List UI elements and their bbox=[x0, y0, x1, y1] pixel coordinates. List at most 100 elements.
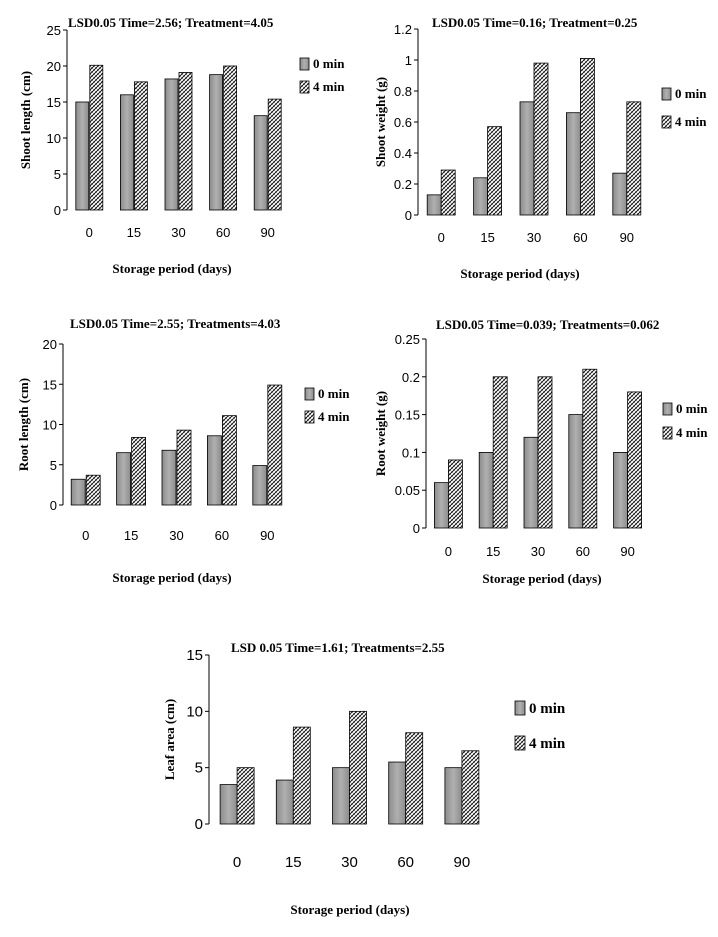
bar-series-4min-15 bbox=[133, 81, 148, 211]
y-tick-label: 10 bbox=[47, 131, 61, 146]
legend-swatch bbox=[662, 402, 673, 416]
bar-series-0min-15 bbox=[120, 94, 134, 211]
x-tick-label: 90 bbox=[454, 854, 471, 871]
bar-series-0min-15 bbox=[116, 452, 131, 506]
bar-series-0min-90 bbox=[444, 767, 463, 825]
y-tick-label: 20 bbox=[47, 59, 61, 74]
bar-series-4min-90 bbox=[461, 750, 480, 825]
legend-label: 0 min bbox=[675, 86, 707, 101]
bar-series-0min-15 bbox=[473, 177, 489, 216]
x-tick-label: 0 bbox=[438, 230, 445, 245]
x-tick-label: 15 bbox=[285, 854, 302, 871]
bar-series-0min-60 bbox=[388, 761, 407, 825]
legend-swatch bbox=[661, 115, 672, 129]
x-tick-label: 30 bbox=[169, 528, 183, 543]
y-tick-label: 0.1 bbox=[402, 445, 420, 460]
bar-series-4min-60 bbox=[580, 58, 595, 216]
bar-series-0min-0 bbox=[426, 194, 442, 216]
bar-series-0min-90 bbox=[613, 451, 628, 529]
y-axis-label: Root weight (g) bbox=[373, 391, 388, 476]
bar-series-4min-15 bbox=[492, 376, 508, 529]
y-tick-label: 0 bbox=[405, 208, 412, 223]
y-tick-label: 0.6 bbox=[394, 115, 412, 130]
chart-3: LSD0.05 Time=2.55; Treatments=4.03 0 5 10 15… bbox=[16, 316, 350, 585]
x-tick-label: 60 bbox=[215, 528, 229, 543]
bar-series-0min-90 bbox=[612, 172, 628, 216]
bar-series-4min-90 bbox=[267, 384, 283, 506]
y-tick-label: 25 bbox=[47, 23, 61, 38]
legend-swatch bbox=[662, 426, 673, 440]
y-tick-label: 0.2 bbox=[394, 177, 412, 192]
legend: 0 min 4 min bbox=[514, 700, 566, 752]
legend-label: 4 min bbox=[676, 425, 708, 440]
x-tick-label: 30 bbox=[341, 854, 358, 871]
x-axis-label: Storage period (days) bbox=[112, 261, 231, 276]
chart-5: LSD 0.05 Time=1.61; Treatments=2.55 0 5 10 1… bbox=[162, 640, 566, 917]
x-tick-label: 15 bbox=[486, 544, 500, 559]
bar-series-0min-15 bbox=[275, 779, 294, 825]
x-tick-label: 0 bbox=[233, 854, 241, 871]
bar-series-4min-30 bbox=[537, 376, 553, 529]
legend: 0 min 4 min bbox=[299, 56, 345, 94]
bar-series-0min-15 bbox=[478, 451, 494, 529]
chart-2: LSD0.05 Time=0.16; Treatment=0.25 0 0.2 0.4… bbox=[373, 15, 707, 281]
bar-series-0min-30 bbox=[519, 101, 535, 216]
y-tick-label: 10 bbox=[186, 703, 203, 720]
bar-series-0min-60 bbox=[566, 112, 581, 216]
y-tick-label: 10 bbox=[43, 418, 57, 433]
bar-series-4min-0 bbox=[85, 474, 101, 506]
y-tick-label: 0 bbox=[413, 521, 420, 536]
bar-series-0min-0 bbox=[433, 482, 449, 529]
x-tick-label: 15 bbox=[127, 225, 141, 240]
x-tick-label: 90 bbox=[620, 544, 634, 559]
y-tick-label: 5 bbox=[50, 458, 57, 473]
y-tick-label: 0 bbox=[50, 498, 57, 513]
y-axis-label: Root length (cm) bbox=[16, 378, 31, 471]
y-axis-label: Shoot weight (g) bbox=[373, 77, 388, 167]
x-tick-label: 15 bbox=[124, 528, 138, 543]
bar-series-0min-60 bbox=[568, 414, 584, 529]
bar-series-0min-90 bbox=[253, 115, 268, 211]
bar-series-4min-15 bbox=[131, 436, 147, 506]
bar-series-4min-30 bbox=[533, 62, 549, 216]
legend: 0 min 4 min bbox=[662, 401, 708, 440]
bar-series-4min-90 bbox=[627, 391, 642, 529]
bar-series-0min-30 bbox=[523, 436, 539, 529]
x-tick-label: 0 bbox=[445, 544, 452, 559]
bar-series-0min-60 bbox=[206, 435, 222, 506]
x-tick-label: 90 bbox=[620, 230, 634, 245]
y-tick-label: 0.2 bbox=[402, 370, 420, 385]
bar-series-4min-30 bbox=[178, 72, 193, 211]
chart-title: LSD0.05 Time=0.16; Treatment=0.25 bbox=[432, 15, 638, 30]
chart-title: LSD0.05 Time=0.039; Treatments=0.062 bbox=[436, 317, 659, 332]
bar-series-4min-60 bbox=[223, 65, 238, 211]
legend-label: 0 min bbox=[318, 386, 350, 401]
y-tick-label: 0.05 bbox=[395, 483, 420, 498]
y-tick-label: 0.25 bbox=[395, 332, 420, 347]
x-axis-label: Storage period (days) bbox=[112, 570, 231, 585]
bar-series-4min-15 bbox=[292, 726, 311, 825]
bar-series-4min-0 bbox=[236, 767, 255, 825]
bar-series-0min-30 bbox=[332, 767, 350, 825]
bar-series-4min-60 bbox=[405, 732, 424, 825]
bar-series-4min-30 bbox=[349, 710, 367, 825]
y-tick-label: 0.4 bbox=[394, 146, 412, 161]
legend-label: 4 min bbox=[318, 409, 350, 424]
y-tick-label: 5 bbox=[195, 760, 203, 777]
bar-series-4min-90 bbox=[626, 101, 642, 216]
y-tick-label: 0.8 bbox=[394, 84, 412, 99]
x-axis-label: Storage period (days) bbox=[290, 902, 409, 917]
chart-title: LSD 0.05 Time=1.61; Treatments=2.55 bbox=[231, 640, 445, 655]
legend-swatch bbox=[299, 57, 310, 71]
legend: 0 min 4 min bbox=[304, 386, 350, 424]
x-tick-label: 60 bbox=[397, 854, 414, 871]
bar-series-0min-90 bbox=[252, 465, 268, 506]
x-tick-label: 15 bbox=[480, 230, 494, 245]
y-tick-label: 15 bbox=[186, 647, 203, 664]
x-tick-label: 60 bbox=[573, 230, 587, 245]
bar-series-0min-30 bbox=[164, 78, 179, 211]
legend: 0 min 4 min bbox=[661, 86, 707, 129]
bar-series-4min-0 bbox=[447, 459, 463, 529]
x-tick-label: 60 bbox=[576, 544, 590, 559]
